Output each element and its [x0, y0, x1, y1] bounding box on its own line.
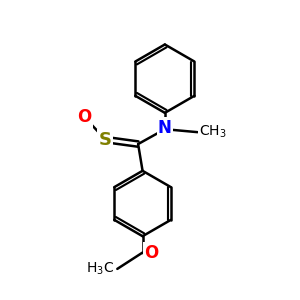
Text: O: O — [144, 244, 158, 262]
Text: N: N — [158, 119, 172, 137]
Text: S: S — [99, 130, 112, 148]
Text: O: O — [77, 108, 92, 126]
Text: CH$_3$: CH$_3$ — [199, 124, 227, 140]
Text: H$_3$C: H$_3$C — [86, 261, 114, 277]
